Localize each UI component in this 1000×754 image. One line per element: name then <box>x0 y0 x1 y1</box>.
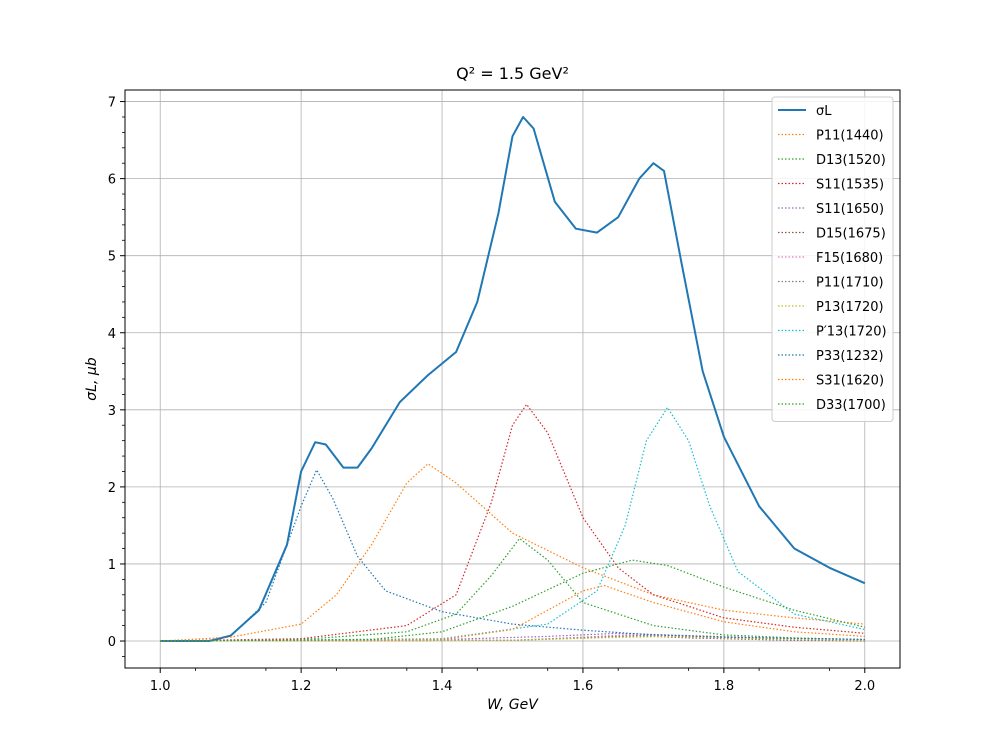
series-line-10 <box>160 469 865 642</box>
legend-label-12: D33(1700) <box>816 398 886 413</box>
series-line-8 <box>160 635 865 642</box>
y-tick-label: 1 <box>108 558 116 573</box>
x-tick-label: 2.0 <box>854 679 875 694</box>
y-axis-label: σL, μb <box>84 357 100 400</box>
series-line-9 <box>160 406 865 642</box>
legend-label-7: P11(1710) <box>816 276 884 291</box>
y-tick-label: 4 <box>108 327 116 342</box>
x-tick-label: 1.2 <box>291 679 312 694</box>
legend-label-2: D13(1520) <box>816 153 886 168</box>
series-line-0 <box>160 116 866 642</box>
y-tick-label: 0 <box>108 635 116 650</box>
y-tick-label: 5 <box>108 250 116 265</box>
series-line-5 <box>160 634 865 642</box>
legend-label-1: P11(1440) <box>816 129 884 144</box>
series-line-2 <box>160 537 865 642</box>
x-axis-label: W, GeV <box>487 697 539 713</box>
x-tick-label: 1.8 <box>714 679 735 694</box>
legend-label-9: P′13(1720) <box>816 325 887 340</box>
series-line-12 <box>160 559 865 642</box>
legend-label-10: P33(1232) <box>816 349 884 364</box>
legend-label-5: D15(1675) <box>816 227 886 242</box>
y-tick-label: 7 <box>108 96 116 111</box>
x-tick-label: 1.4 <box>432 679 453 694</box>
legend: σL P11(1440) D13(1520) S11(1535) S11(1650) D1… <box>771 96 894 422</box>
y-tick-label: 6 <box>108 173 116 188</box>
series-group <box>160 116 866 642</box>
legend-label-0: σL <box>816 104 832 119</box>
x-tick-label: 1.6 <box>573 679 594 694</box>
legend-box <box>771 96 894 422</box>
legend-label-8: P13(1720) <box>816 300 884 315</box>
series-line-1 <box>160 463 865 642</box>
x-tick-label: 1.0 <box>150 679 171 694</box>
legend-label-4: S11(1650) <box>816 202 884 217</box>
legend-label-11: S31(1620) <box>816 374 884 389</box>
chart-title: Q² = 1.5 GeV² <box>456 64 569 83</box>
series-line-3 <box>160 403 865 642</box>
y-tick-label: 3 <box>108 404 116 419</box>
y-tick-label: 2 <box>108 481 116 496</box>
legend-label-3: S11(1535) <box>816 178 884 193</box>
legend-label-6: F15(1680) <box>816 251 883 266</box>
